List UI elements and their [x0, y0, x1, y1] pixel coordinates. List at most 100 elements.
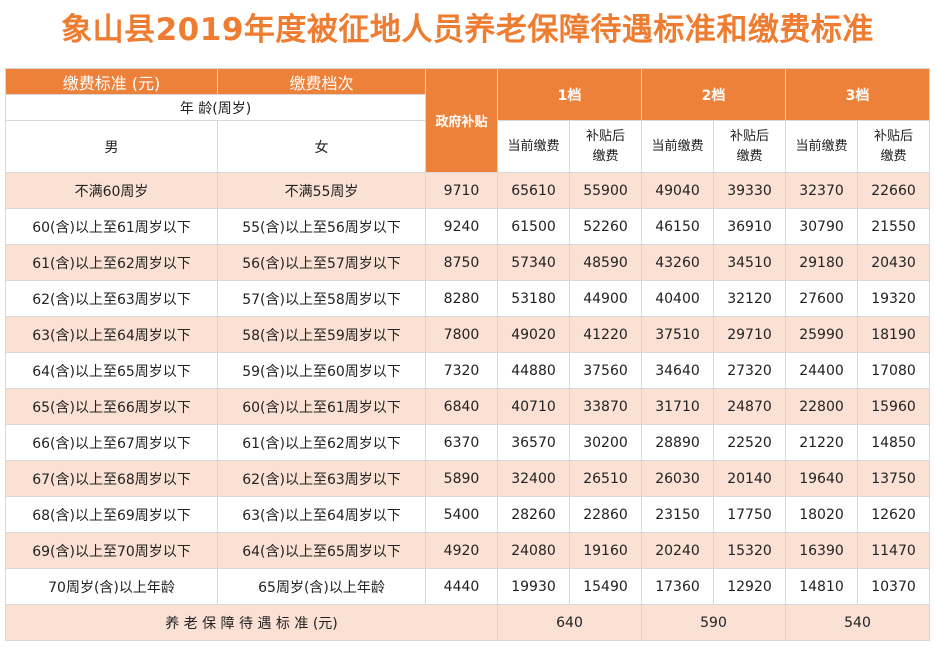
header-cell: 当前缴费 [641, 120, 714, 173]
table-cell: 4920 [425, 532, 498, 569]
table-cell: 27320 [713, 352, 786, 389]
title: 象山县2019年度被征地人员养老保障待遇标准和缴费标准 [61, 12, 874, 48]
table-cell: 49020 [497, 316, 570, 353]
header-cell: 3档 [785, 68, 930, 121]
table-cell: 36910 [713, 208, 786, 245]
table-cell: 40400 [641, 280, 714, 317]
header-text: 补贴后缴费 [729, 128, 769, 164]
table-cell: 4440 [425, 568, 498, 605]
table-cell: 28890 [641, 424, 714, 461]
header-cell: 当前缴费 [497, 120, 570, 173]
table-cell: 40710 [497, 388, 570, 425]
table-cell: 53180 [497, 280, 570, 317]
table-row: 70周岁(含)以上年龄 65周岁(含)以上年龄 4440 19930 15490 1736… [5, 568, 930, 605]
table-cell: 5400 [425, 496, 498, 533]
table-row: 69(含)以上至70周岁以下 64(含)以上至65周岁以下 4920 24080 191… [5, 532, 930, 569]
table-cell: 16390 [785, 532, 858, 569]
table-cell: 17360 [641, 568, 714, 605]
footer-value: 590 [641, 604, 786, 641]
table-cell: 7320 [425, 352, 498, 389]
table-cell: 32370 [785, 172, 858, 209]
table-cell: 32400 [497, 460, 570, 497]
table-cell: 36570 [497, 424, 570, 461]
table-cell: 12920 [713, 568, 786, 605]
table-cell: 68(含)以上至69周岁以下 [5, 496, 218, 533]
table-cell: 22860 [569, 496, 642, 533]
table-cell: 8280 [425, 280, 498, 317]
table-cell: 65610 [497, 172, 570, 209]
table-row: 67(含)以上至68周岁以下 62(含)以上至63周岁以下 5890 32400 265… [5, 460, 930, 497]
footer-value: 640 [497, 604, 642, 641]
table-cell: 12620 [857, 496, 930, 533]
table-cell: 26030 [641, 460, 714, 497]
table-cell: 24400 [785, 352, 858, 389]
table-cell: 44880 [497, 352, 570, 389]
table-row: 养 老 保 障 待 遇 标 准 (元) 640 590 540 [5, 604, 930, 641]
table-cell: 63(含)以上至64周岁以下 [5, 316, 218, 353]
table-cell: 61500 [497, 208, 570, 245]
table-cell: 17080 [857, 352, 930, 389]
table-cell: 24080 [497, 532, 570, 569]
table-cell: 39330 [713, 172, 786, 209]
table-row: 66(含)以上至67周岁以下 61(含)以上至62周岁以下 6370 36570 302… [5, 424, 930, 461]
table-cell: 22520 [713, 424, 786, 461]
table-row: 68(含)以上至69周岁以下 63(含)以上至64周岁以下 5400 28260 228… [5, 496, 930, 533]
header-cell: 年 龄(周岁) [5, 94, 426, 121]
table-row: 60(含)以上至61周岁以下 55(含)以上至56周岁以下 9240 61500 522… [5, 208, 930, 245]
table-cell: 31710 [641, 388, 714, 425]
table-cell: 14850 [857, 424, 930, 461]
table-cell: 62(含)以上至63周岁以下 [217, 460, 426, 497]
table-row: 不满60周岁 不满55周岁 9710 65610 55900 49040 39330 3237… [5, 172, 930, 209]
table-row: 缴费标准 (元) 缴费档次 政府补贴 1档 2档 3档 [5, 68, 930, 173]
table-cell: 61(含)以上至62周岁以下 [5, 244, 218, 281]
table-cell: 21550 [857, 208, 930, 245]
header-text: 补贴后缴费 [585, 128, 625, 164]
table-cell: 22800 [785, 388, 858, 425]
table-cell: 不满55周岁 [217, 172, 426, 209]
table-cell: 64(含)以上至65周岁以下 [217, 532, 426, 569]
table-cell: 41220 [569, 316, 642, 353]
table-cell: 19640 [785, 460, 858, 497]
table-cell: 55(含)以上至56周岁以下 [217, 208, 426, 245]
table-cell: 60(含)以上至61周岁以下 [217, 388, 426, 425]
header-cell: 政府补贴 [425, 68, 498, 173]
table-cell: 52260 [569, 208, 642, 245]
table-cell: 69(含)以上至70周岁以下 [5, 532, 218, 569]
table-cell: 28260 [497, 496, 570, 533]
table-row: 64(含)以上至65周岁以下 59(含)以上至60周岁以下 7320 44880 375… [5, 352, 930, 389]
table-cell: 37560 [569, 352, 642, 389]
header-cell: 女 [217, 120, 426, 173]
header-cell: 缴费档次 [217, 68, 426, 95]
table-cell: 24870 [713, 388, 786, 425]
table-cell: 7800 [425, 316, 498, 353]
table-cell: 18190 [857, 316, 930, 353]
table-row: 65(含)以上至66周岁以下 60(含)以上至61周岁以下 6840 40710 338… [5, 388, 930, 425]
table-cell: 58(含)以上至59周岁以下 [217, 316, 426, 353]
table-row: 年 龄(周岁) [5, 94, 930, 121]
header-text: 补贴后缴费 [873, 128, 913, 164]
table-cell: 10370 [857, 568, 930, 605]
table-row: 61(含)以上至62周岁以下 56(含)以上至57周岁以下 8750 57340 485… [5, 244, 930, 281]
table-cell: 15490 [569, 568, 642, 605]
table-cell: 20140 [713, 460, 786, 497]
table-cell: 20240 [641, 532, 714, 569]
table-cell: 13750 [857, 460, 930, 497]
table-cell: 70周岁(含)以上年龄 [5, 568, 218, 605]
table-cell: 57(含)以上至58周岁以下 [217, 280, 426, 317]
table-cell: 19930 [497, 568, 570, 605]
table-cell: 27600 [785, 280, 858, 317]
table-cell: 5890 [425, 460, 498, 497]
table-cell: 23150 [641, 496, 714, 533]
table-cell: 25990 [785, 316, 858, 353]
table-cell: 56(含)以上至57周岁以下 [217, 244, 426, 281]
table-cell: 55900 [569, 172, 642, 209]
table-cell: 26510 [569, 460, 642, 497]
table-cell: 65(含)以上至66周岁以下 [5, 388, 218, 425]
table-cell: 19160 [569, 532, 642, 569]
header-cell: 补贴后缴费 [713, 120, 786, 173]
table-cell: 49040 [641, 172, 714, 209]
table-cell: 20430 [857, 244, 930, 281]
table-cell: 9710 [425, 172, 498, 209]
table-cell: 67(含)以上至68周岁以下 [5, 460, 218, 497]
table-row: 男女当前缴费 补贴后缴费 当前缴费 补贴后缴费 当前缴费 补贴后缴费 [5, 120, 930, 173]
